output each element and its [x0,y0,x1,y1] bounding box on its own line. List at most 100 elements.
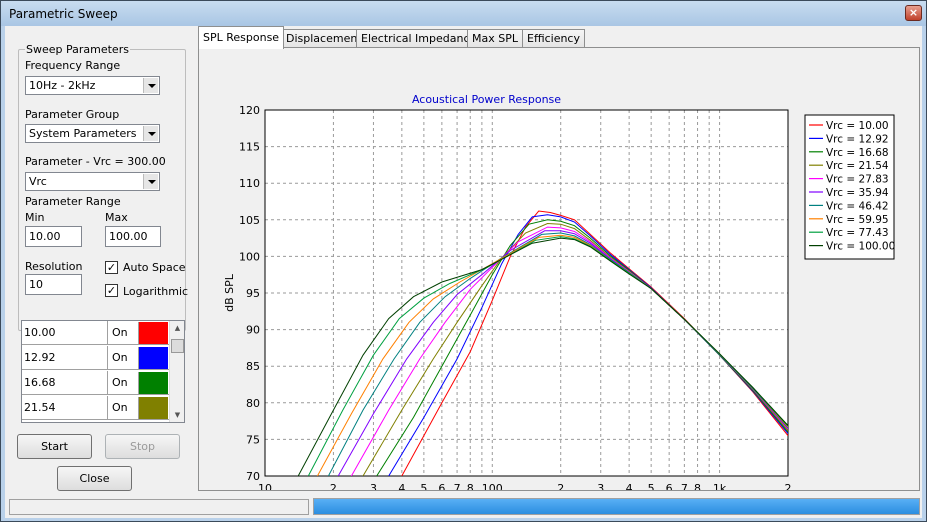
y-tick-label: 75 [246,433,260,446]
sweep-parameters-legend: Sweep Parameters [25,43,130,56]
parameter-combo[interactable]: Vrc [25,172,160,191]
legend-entry: Vrc = 35.94 [826,187,889,199]
list-item-value: 10.00 [24,326,56,339]
y-axis-label: dB SPL [223,273,236,312]
client-area: Sweep Parameters Frequency Range 10Hz - … [5,26,922,518]
list-scrollbar[interactable]: ▲ ▼ [169,321,184,422]
chevron-down-icon[interactable] [143,78,158,93]
list-item-color-swatch[interactable] [138,372,168,394]
stop-button[interactable]: Stop [105,434,180,459]
y-tick-label: 80 [246,397,260,410]
logarithmic-label[interactable]: Logarithmic [123,285,189,298]
frequency-range-label: Frequency Range [25,59,121,72]
list-item-color-swatch[interactable] [138,397,168,419]
close-window-icon[interactable]: × [905,5,922,21]
legend-entry: Vrc = 100.00 [826,241,895,253]
logarithmic-checkbox[interactable]: ✓ [105,284,118,297]
y-tick-label: 115 [239,141,260,154]
y-tick-label: 90 [246,324,260,337]
x-tick-label: 7 [681,482,688,490]
y-tick-label: 110 [239,177,260,190]
parameter-range-label: Parameter Range [25,195,121,208]
list-item-state[interactable]: On [107,346,137,370]
parameter-value: Vrc [29,175,47,188]
y-tick-label: 85 [246,360,260,373]
x-tick-label: 3 [370,482,377,490]
scroll-thumb[interactable] [171,339,184,353]
x-tick-label: 8 [467,482,474,490]
x-tick-label: 2 [557,482,564,490]
x-tick-label: 5 [420,482,427,490]
sweep-values-list[interactable]: 10.00 On 12.92 On 16.68 On 21.54 On ▲ [21,320,185,423]
list-item[interactable]: 16.68 On [22,371,170,395]
x-tick-label: 5 [648,482,655,490]
scroll-up-icon[interactable]: ▲ [174,324,181,332]
list-item-value: 12.92 [24,351,56,364]
resolution-label: Resolution [25,260,83,273]
list-item-state[interactable]: On [107,371,137,395]
parameter-group-label: Parameter Group [25,108,120,121]
list-item[interactable]: 21.54 On [22,396,170,420]
y-tick-label: 95 [246,287,260,300]
frequency-range-value: 10Hz - 2kHz [29,79,96,92]
list-item-color-swatch[interactable] [138,347,168,369]
y-tick-label: 100 [239,250,260,263]
frequency-range-combo[interactable]: 10Hz - 2kHz [25,76,160,95]
list-item[interactable]: 12.92 On [22,346,170,370]
tab-efficiency[interactable]: Efficiency [522,29,585,48]
parameter-group-combo[interactable]: System Parameters [25,124,160,143]
x-tick-label: 4 [398,482,405,490]
min-input[interactable] [26,227,81,246]
x-tick-label: 100 [482,482,503,490]
list-item[interactable]: 10.00 On [22,321,170,345]
legend-entry: Vrc = 21.54 [826,160,889,172]
tab-max-spl[interactable]: Max SPL [467,29,523,48]
parameter-label: Parameter - Vrc = 300.00 [25,155,166,168]
list-item-state[interactable]: On [107,396,137,420]
auto-space-checkbox[interactable]: ✓ [105,261,118,274]
legend-entry: Vrc = 27.83 [826,174,889,186]
x-tick-label: 2 [330,482,337,490]
x-tick-label: 2 [785,482,792,490]
resolution-input[interactable] [26,275,81,294]
close-button[interactable]: Close [57,466,132,491]
x-tick-label: 3 [597,482,604,490]
x-tick-label: 10 [258,482,272,490]
tab-displacement[interactable]: Displacement [281,29,367,48]
auto-space-label[interactable]: Auto Space [123,261,186,274]
list-item-color-swatch[interactable] [138,322,168,344]
legend-entry: Vrc = 46.42 [826,200,889,212]
progress-fill [314,499,919,514]
chevron-down-icon[interactable] [143,126,158,141]
tab-electrical-impedance[interactable]: Electrical Impedance [356,29,482,48]
legend-entry: Vrc = 12.92 [826,133,889,145]
max-label: Max [105,211,128,224]
x-tick-label: 1k [713,482,727,490]
series-line [297,237,788,476]
legend-entry: Vrc = 16.68 [826,147,889,159]
resolution-field[interactable] [25,274,82,295]
y-tick-label: 105 [239,214,260,227]
min-label: Min [25,211,45,224]
legend-entry: Vrc = 59.95 [826,214,889,226]
legend-entry: Vrc = 10.00 [826,120,889,132]
x-tick-label: 4 [626,482,633,490]
progress-bar [313,498,920,515]
title-bar[interactable]: Parametric Sweep × [1,1,926,26]
status-bar [9,499,309,515]
x-tick-label: 8 [694,482,701,490]
list-item-value: 21.54 [24,401,56,414]
max-field[interactable] [105,226,161,247]
x-tick-label: 6 [438,482,445,490]
chart-title: Acoustical Power Response [412,93,561,106]
max-input[interactable] [106,227,160,246]
scroll-down-icon[interactable]: ▼ [174,411,181,419]
start-button[interactable]: Start [17,434,92,459]
parameter-group-value: System Parameters [29,127,137,140]
min-field[interactable] [25,226,82,247]
tab-spl-response[interactable]: SPL Response [198,26,285,49]
list-item-state[interactable]: On [107,321,137,345]
chevron-down-icon[interactable] [143,174,158,189]
